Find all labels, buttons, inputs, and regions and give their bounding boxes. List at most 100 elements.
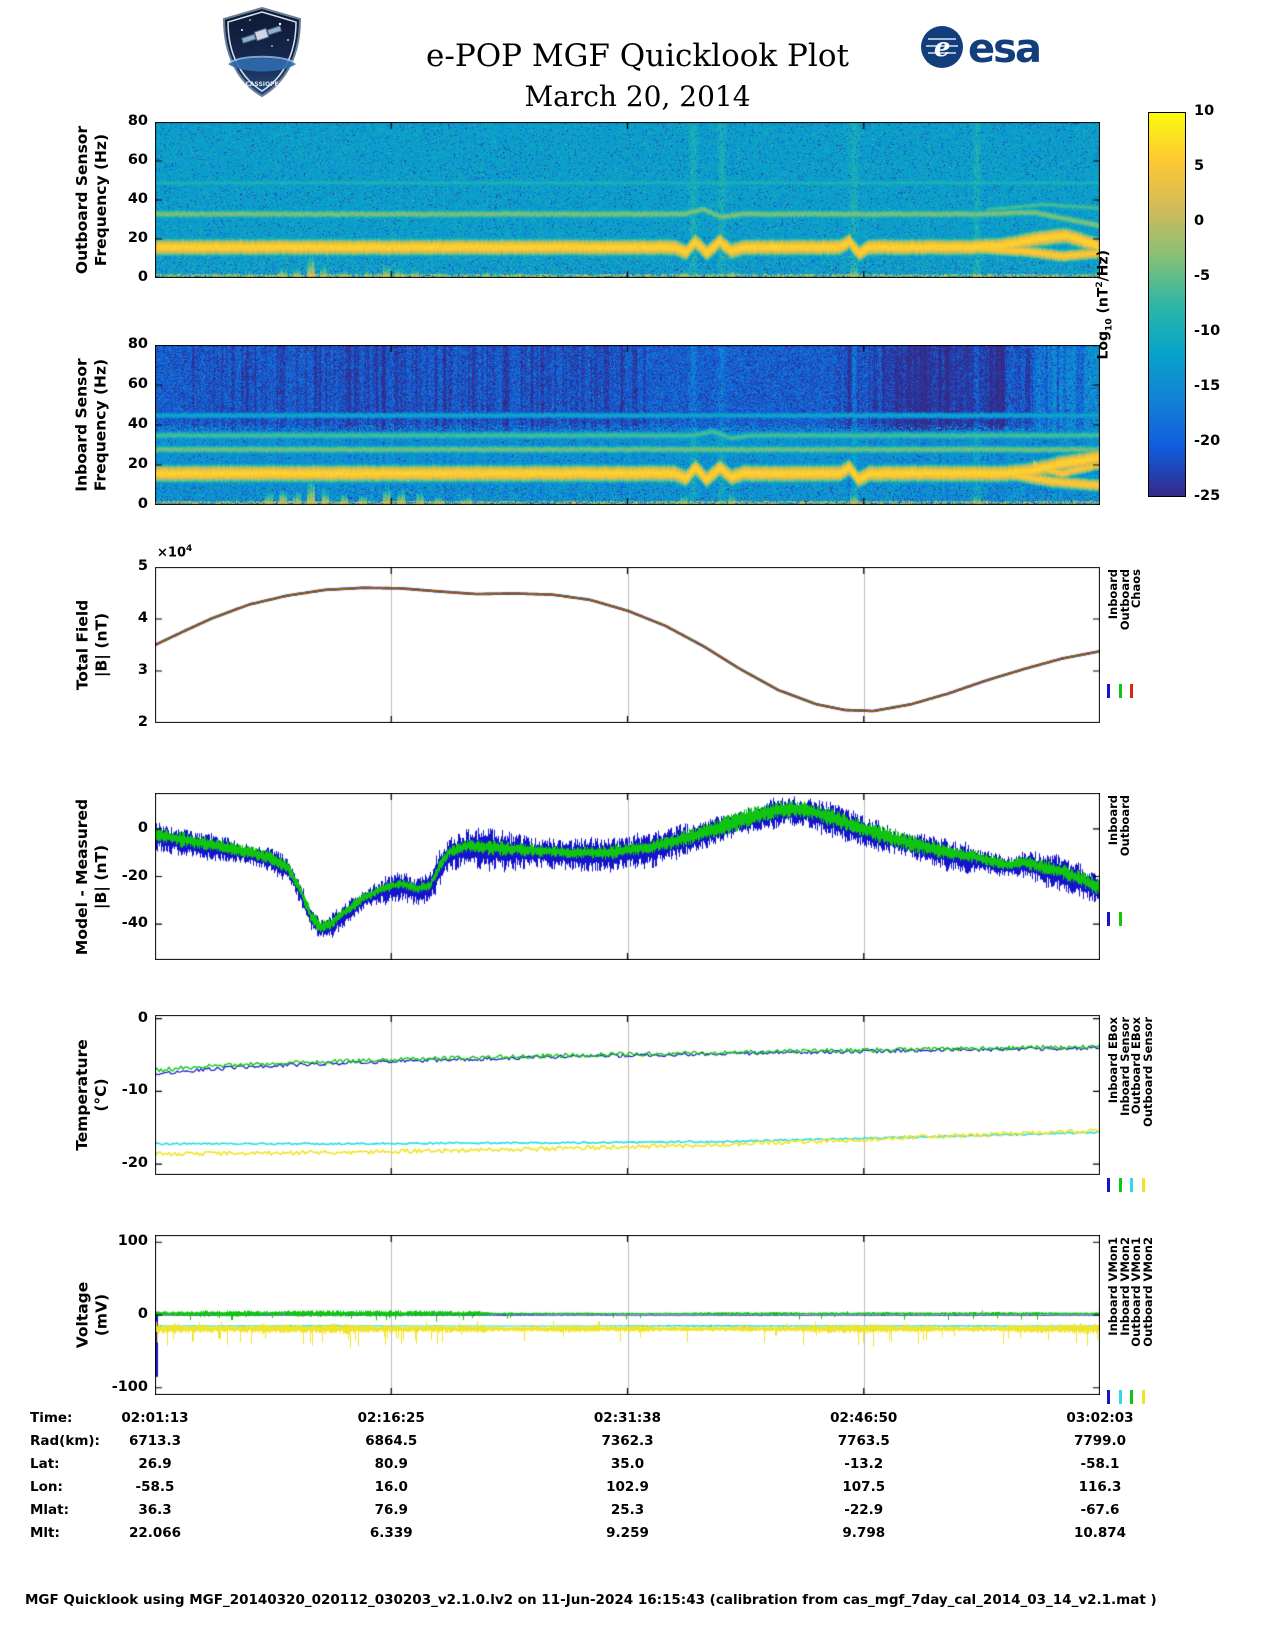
satellite-icon [241,25,282,44]
y-tick-label: 80 [127,336,148,352]
colorbar-tick-label: -25 [1194,488,1221,504]
colorbar-label-sup: 2 [1095,281,1106,288]
legend-marker [1130,1178,1133,1192]
info-cell: 22.066 [128,1525,182,1541]
exponent-base: ×10 [157,545,186,561]
info-cell: 26.9 [138,1456,172,1472]
y-tick-label: 0 [137,1306,148,1322]
outboard-spectrogram [155,122,1100,278]
voltage-plot [155,1235,1100,1395]
info-cell: 10.874 [1073,1525,1127,1541]
info-cell: 7362.3 [601,1433,654,1449]
info-row-label: Lat: [30,1456,60,1472]
y-tick-label: 40 [127,416,148,432]
info-cell: 80.9 [374,1456,408,1472]
esa-wordmark: esa [968,26,1040,72]
figure-title: e-POP MGF Quicklook Plot [426,38,849,74]
y-tick-label: 20 [127,456,148,472]
info-row-label: Rad(km): [30,1433,100,1449]
y-tick-label: 0 [137,269,148,285]
colorbar-tick-label: -15 [1194,378,1221,394]
info-cell: 16.0 [374,1479,408,1495]
esa-emblem-circle [921,26,963,68]
info-row-label: Mlt: [30,1525,60,1541]
cassiope-mission-patch: CASSIOPE [222,6,302,98]
legend-label-outboard-sensor: Outboard Sensor [1140,1017,1155,1127]
y-axis-exponent-label: ×104 [157,544,192,560]
y-tick-label: 0 [137,496,148,512]
info-cell: 7799.0 [1073,1433,1127,1449]
colorbar [1148,112,1186,497]
y-tick-label: 40 [127,191,148,207]
figure-date: March 20, 2014 [524,80,751,113]
info-cell: 9.259 [606,1525,649,1541]
temperature-plot [155,1015,1100,1175]
colorbar-tick-label: -20 [1194,433,1221,449]
info-cell: -22.9 [844,1502,884,1518]
info-row-label: Time: [30,1410,73,1426]
legend-marker [1130,1390,1133,1404]
legend-marker [1130,684,1133,698]
info-cell: 35.0 [610,1456,645,1472]
y-tick-label: -20 [121,867,148,884]
legend-marker [1118,684,1122,698]
total-field-plot [155,567,1100,723]
info-cell: 03:02:03 [1066,1410,1134,1426]
ylabel-total-field: Total Field |B| (nT) [66,567,118,723]
colorbar-label-text: Log [1095,330,1112,360]
colorbar-label-sub: 10 [1104,318,1115,331]
legend-label-chaos: Chaos [1129,569,1143,609]
info-cell: 6.339 [369,1525,413,1541]
info-cell: -58.1 [1080,1456,1120,1472]
legend-marker [1141,1390,1145,1404]
y-tick-label: 5 [137,558,148,574]
legend-marker [1107,1390,1110,1404]
exponent-power: 4 [185,544,193,554]
y-tick-label: 20 [127,230,148,246]
colorbar-label: Log10 (nT2/Hz) [1088,112,1122,497]
colorbar-tick-label: -5 [1194,268,1211,284]
legend-marker [1118,1178,1122,1192]
colorbar-tick-label: 0 [1194,213,1205,229]
info-cell: 02:01:13 [121,1410,189,1426]
y-tick-label: 100 [117,1233,148,1250]
info-cell: 02:31:38 [593,1410,662,1426]
info-cell: 02:46:50 [830,1410,898,1426]
y-tick-label: 3 [137,662,148,678]
y-tick-label: 60 [127,152,148,168]
info-cell: 9.798 [842,1525,886,1541]
colorbar-tick-label: -10 [1194,323,1221,339]
colorbar-tick-label: 5 [1194,158,1205,174]
info-cell: 36.3 [138,1502,172,1518]
processing-footnote: MGF Quicklook using MGF_20140320_020112_… [25,1592,1157,1608]
info-cell: -13.2 [844,1456,884,1472]
legend-label-outboard-vmon2: Outboard VMon2 [1140,1237,1155,1347]
info-cell: 25.3 [610,1502,645,1518]
inboard-spectrogram [155,345,1100,505]
legend-marker [1118,912,1122,926]
info-cell: 102.9 [606,1479,649,1495]
esa-logo: e esa [921,26,1042,72]
info-cell: 6713.3 [128,1433,182,1449]
y-tick-label: 0 [137,819,148,836]
info-cell: 6864.5 [365,1433,418,1449]
legend-marker [1141,1178,1145,1192]
mission-patch-name: CASSIOPE [245,81,278,88]
y-tick-label: 4 [137,610,148,626]
y-tick-label: -100 [111,1378,148,1395]
legend-marker [1107,912,1110,926]
y-tick-label: 60 [127,376,148,392]
colorbar-label-text: /Hz) [1095,249,1112,282]
y-tick-label: 0 [137,1009,148,1026]
model-minus-measured-plot [155,793,1100,960]
info-row-label: Lon: [30,1479,63,1495]
legend-marker [1118,1390,1122,1404]
y-tick-label: -10 [121,1082,148,1099]
info-cell: 02:16:25 [357,1410,425,1426]
info-row-label: Mlat: [30,1502,70,1518]
info-cell: 107.5 [842,1479,886,1495]
info-cell: 7763.5 [837,1433,890,1449]
legend-marker [1107,1178,1110,1192]
y-tick-label: -20 [121,1155,148,1172]
